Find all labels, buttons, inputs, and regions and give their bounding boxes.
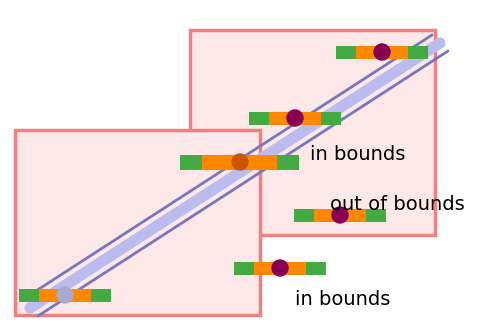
Bar — [335, 46, 355, 58]
Circle shape — [231, 154, 247, 170]
Bar — [39, 288, 91, 301]
Text: out of bounds: out of bounds — [329, 195, 464, 214]
Bar — [313, 209, 365, 222]
Text: in bounds: in bounds — [310, 145, 405, 164]
Bar — [180, 154, 202, 170]
Bar — [248, 111, 269, 124]
Bar — [306, 262, 325, 275]
Bar — [19, 288, 39, 301]
Bar — [365, 209, 385, 222]
Bar — [294, 209, 313, 222]
Bar — [15, 130, 260, 315]
Bar — [355, 46, 407, 58]
Bar — [277, 154, 299, 170]
Circle shape — [272, 260, 288, 276]
Circle shape — [57, 287, 73, 303]
Bar — [189, 30, 434, 235]
Bar — [233, 262, 254, 275]
Text: in bounds: in bounds — [295, 290, 390, 309]
Circle shape — [331, 207, 347, 223]
Bar — [269, 111, 320, 124]
Bar — [202, 154, 277, 170]
Bar — [254, 262, 306, 275]
Bar — [407, 46, 427, 58]
Circle shape — [373, 44, 389, 60]
Circle shape — [287, 110, 303, 126]
Bar — [91, 288, 111, 301]
Bar — [320, 111, 340, 124]
